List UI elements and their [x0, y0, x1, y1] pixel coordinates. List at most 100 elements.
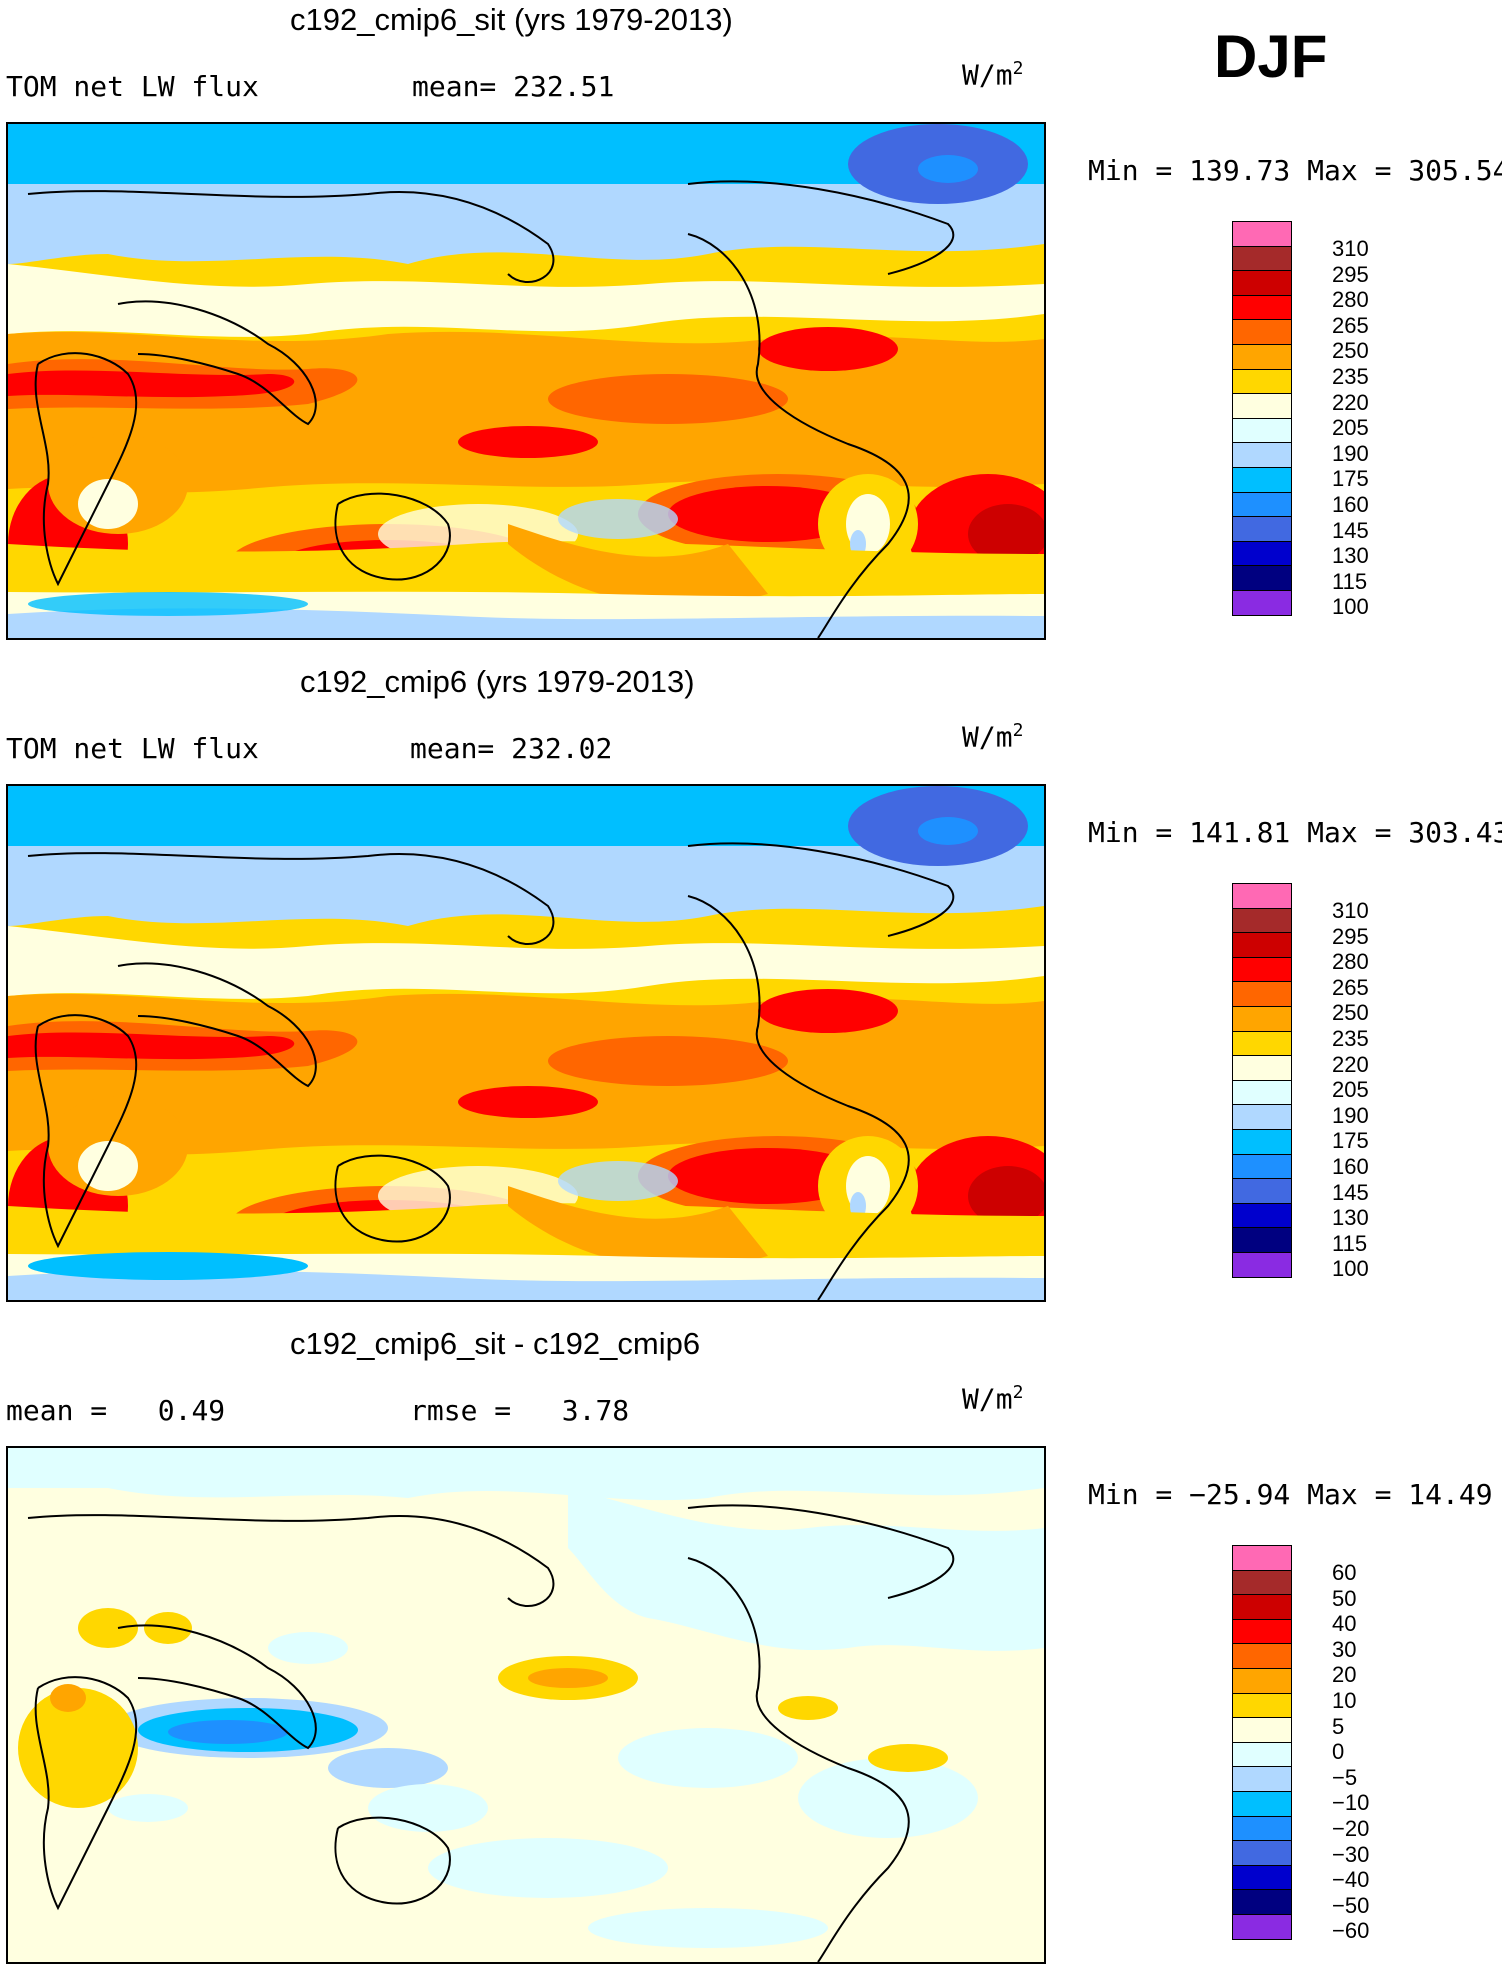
colorbar-swatch [1232, 1005, 1292, 1032]
colorbar-tick-label: 30 [1332, 1636, 1357, 1662]
colorbar-tick-label: 280 [1332, 287, 1369, 313]
colorbar-tick-label: 145 [1332, 1179, 1369, 1205]
colorbar-tick-label: 5 [1332, 1713, 1345, 1739]
colorbar-tick-label: −40 [1332, 1867, 1370, 1893]
colorbar-tick-label: 250 [1332, 1000, 1369, 1026]
colorbar-tick-label: 175 [1332, 466, 1369, 492]
colorbar-tick-label: 265 [1332, 974, 1369, 1000]
colorbar-swatch [1232, 956, 1292, 983]
colorbar-tick-label: 265 [1332, 312, 1369, 338]
panel3-colorbar [1232, 1545, 1292, 1940]
colorbar-tick-label: 10 [1332, 1688, 1357, 1713]
panel2-variable-label: TOM net LW flux [6, 732, 259, 765]
panel1-map-field [8, 124, 1044, 638]
colorbar-swatch [1232, 1692, 1292, 1719]
colorbar-swatch [1232, 1128, 1292, 1155]
colorbar-tick-label: 20 [1332, 1662, 1357, 1688]
colorbar-swatch [1232, 1840, 1292, 1866]
colorbar-swatch [1232, 221, 1292, 247]
colorbar-tick-label: 190 [1332, 440, 1369, 466]
colorbar-tick-label: −10 [1332, 1790, 1370, 1816]
panel3-minmax: Min = −25.94 Max = 14.49 [1088, 1478, 1493, 1511]
colorbar-tick-label: −5 [1332, 1764, 1358, 1790]
colorbar-tick-label: 100 [1332, 594, 1369, 620]
colorbar-tick-label: 130 [1332, 543, 1369, 569]
colorbar-swatch [1232, 1030, 1292, 1057]
colorbar-swatch [1232, 1104, 1292, 1130]
colorbar-swatch [1232, 343, 1292, 370]
panel1-title: c192_cmip6_sit (yrs 1979-2013) [290, 2, 733, 37]
colorbar-swatch [1232, 1741, 1292, 1768]
colorbar-swatch [1232, 932, 1292, 958]
panel3-mean-stat: mean = 0.49 [6, 1394, 226, 1427]
colorbar-swatch [1232, 442, 1292, 468]
colorbar-swatch [1232, 516, 1292, 542]
panel2-title: c192_cmip6 (yrs 1979-2013) [300, 664, 695, 699]
colorbar-swatch [1232, 294, 1292, 321]
colorbar-swatch [1232, 368, 1292, 395]
colorbar-tick-label: 280 [1332, 949, 1369, 975]
colorbar-swatch [1232, 540, 1292, 567]
colorbar-swatch [1232, 1079, 1292, 1106]
colorbar-swatch [1232, 1618, 1292, 1645]
colorbar-tick-label: 175 [1332, 1128, 1369, 1154]
season-label: DJF [1214, 23, 1328, 90]
panel3-unit: W/m2 [962, 1382, 1024, 1416]
colorbar-swatch [1232, 1251, 1292, 1278]
panel1-mean-stat: mean= 232.51 [412, 70, 615, 103]
colorbar-swatch [1232, 270, 1292, 296]
colorbar-swatch [1232, 1227, 1292, 1253]
colorbar-tick-label: 310 [1332, 236, 1369, 261]
colorbar-tick-label: 60 [1332, 1560, 1357, 1585]
colorbar-swatch [1232, 565, 1292, 591]
colorbar-tick-label: 115 [1332, 568, 1368, 594]
panel2-unit: W/m2 [962, 720, 1024, 754]
colorbar-tick-label: 205 [1332, 415, 1369, 441]
colorbar-tick-label: 130 [1332, 1205, 1369, 1231]
panel1-minmax: Min = 139.73 Max = 305.54 [1088, 154, 1502, 187]
colorbar-swatch [1232, 1178, 1292, 1204]
colorbar-swatch [1232, 1667, 1292, 1694]
colorbar-tick-label: 50 [1332, 1585, 1357, 1611]
panel1-map [6, 122, 1046, 640]
panel2-colorbar [1232, 883, 1292, 1278]
colorbar-tick-label: −50 [1332, 1892, 1370, 1918]
colorbar-tick-label: −30 [1332, 1841, 1370, 1867]
colorbar-tick-label: 145 [1332, 517, 1369, 543]
colorbar-swatch [1232, 981, 1292, 1007]
colorbar-swatch [1232, 417, 1292, 444]
panel1-unit: W/m2 [962, 58, 1024, 92]
colorbar-swatch [1232, 466, 1292, 493]
colorbar-tick-label: 115 [1332, 1230, 1368, 1256]
panel3-map-field [8, 1448, 1044, 1962]
colorbar-tick-label: 250 [1332, 338, 1369, 364]
panel1-colorbar [1232, 221, 1292, 616]
colorbar-tick-label: 295 [1332, 923, 1369, 949]
panel2-minmax: Min = 141.81 Max = 303.43 [1088, 816, 1502, 849]
colorbar-tick-label: 220 [1332, 1051, 1369, 1077]
panel2-mean-stat: mean= 232.02 [410, 732, 613, 765]
colorbar-tick-label: −20 [1332, 1816, 1370, 1841]
colorbar-swatch [1232, 1864, 1292, 1891]
panel1-variable-label: TOM net LW flux [6, 70, 259, 103]
colorbar-swatch [1232, 589, 1292, 616]
colorbar-tick-label: −60 [1332, 1918, 1370, 1944]
colorbar-swatch [1232, 1153, 1292, 1180]
panel2-map-field [8, 786, 1044, 1300]
panel3-map [6, 1446, 1046, 1964]
colorbar-swatch [1232, 491, 1292, 518]
colorbar-swatch [1232, 1815, 1292, 1842]
colorbar-tick-label: 190 [1332, 1102, 1369, 1128]
panel3-title: c192_cmip6_sit - c192_cmip6 [290, 1326, 701, 1361]
colorbar-swatch [1232, 1055, 1292, 1081]
colorbar-swatch [1232, 1913, 1292, 1940]
colorbar-tick-label: 235 [1332, 364, 1369, 389]
colorbar-swatch [1232, 1889, 1292, 1915]
colorbar-tick-label: 220 [1332, 389, 1369, 415]
panel2-map [6, 784, 1046, 1302]
colorbar-swatch [1232, 1766, 1292, 1792]
colorbar-swatch [1232, 393, 1292, 419]
colorbar-swatch [1232, 883, 1292, 909]
colorbar-swatch [1232, 907, 1292, 934]
colorbar-swatch [1232, 1594, 1292, 1620]
